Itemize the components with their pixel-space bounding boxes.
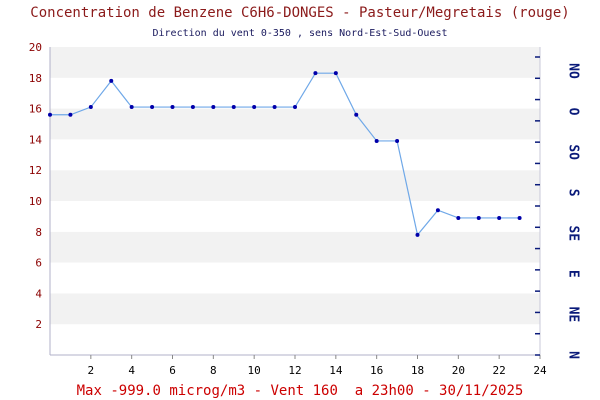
x-tick-label: 20 [452, 364, 465, 377]
data-point [435, 208, 440, 213]
x-tick-label: 22 [493, 364, 506, 377]
data-point [395, 138, 400, 143]
grid-band [50, 231, 540, 263]
x-tick-label: 8 [210, 364, 217, 377]
grid-band [50, 77, 540, 109]
data-point [88, 105, 93, 110]
y-tick-label: 16 [29, 103, 42, 116]
wind-direction-label: O [566, 108, 581, 116]
chart-background-bands [50, 47, 540, 355]
x-tick-label: 4 [128, 364, 135, 377]
y-tick-label: 12 [29, 164, 42, 177]
y-tick-label: 10 [29, 195, 42, 208]
data-point [252, 105, 257, 110]
data-point [517, 215, 522, 220]
data-point [272, 105, 277, 110]
data-point [211, 105, 216, 110]
y-tick-label: 8 [35, 226, 42, 239]
wind-direction-label: S [566, 189, 581, 197]
wind-direction-axis: NO O SO S SE E NE N [535, 56, 581, 359]
x-tick-label: 18 [411, 364, 424, 377]
y-tick-label: 4 [35, 287, 42, 300]
grid-band [50, 262, 540, 294]
chart-footer: Max -999.0 microg/m3 - Vent 160 a 23h00 … [76, 383, 524, 399]
x-tick-label: 24 [533, 364, 547, 377]
grid-band [50, 293, 540, 325]
data-point [333, 71, 338, 76]
grid-band [50, 139, 540, 171]
data-point [456, 215, 461, 220]
x-axis-ticks: 2 4 6 8 10 12 14 16 18 20 22 24 [88, 355, 547, 377]
grid-band [50, 47, 540, 78]
grid-band [50, 108, 540, 140]
data-point [129, 105, 134, 110]
y-tick-label: 18 [29, 72, 42, 85]
y-tick-label: 2 [35, 318, 42, 331]
wind-direction-label: NO [566, 63, 581, 79]
data-point [231, 105, 236, 110]
data-point [415, 232, 420, 237]
data-point [293, 105, 297, 110]
y-tick-label: 14 [29, 133, 43, 146]
data-point [190, 105, 195, 110]
data-point [109, 78, 114, 83]
wind-direction-label: SE [566, 225, 581, 241]
chart-title: Concentration de Benzene C6H6-DONGES - P… [30, 5, 570, 21]
data-point [150, 105, 155, 110]
y-tick-label: 20 [29, 41, 42, 54]
x-tick-label: 10 [248, 364, 261, 377]
y-tick-label: 6 [35, 257, 42, 270]
data-point [354, 112, 359, 117]
data-point [48, 112, 52, 117]
x-tick-label: 14 [329, 364, 343, 377]
grid-band [50, 324, 540, 355]
x-tick-label: 2 [88, 364, 95, 377]
data-point [476, 215, 481, 220]
data-point [313, 71, 318, 76]
grid-band [50, 201, 540, 232]
x-tick-label: 6 [169, 364, 176, 377]
chart-subtitle: Direction du vent 0-350 , sens Nord-Est-… [152, 28, 448, 39]
series-line [50, 72, 520, 237]
wind-direction-label: NE [566, 307, 581, 323]
grid-band [50, 170, 540, 201]
data-point [497, 215, 502, 220]
wind-direction-label: SO [566, 144, 581, 160]
wind-direction-label: E [566, 270, 581, 278]
data-point [68, 112, 73, 117]
wind-direction-label: N [566, 351, 581, 359]
y-axis-ticks: 2 4 6 8 10 12 14 16 18 20 [29, 41, 43, 331]
x-tick-label: 16 [370, 364, 383, 377]
series-layer [48, 71, 522, 237]
data-point [374, 138, 379, 143]
data-point [170, 105, 175, 110]
x-tick-label: 12 [288, 364, 301, 377]
